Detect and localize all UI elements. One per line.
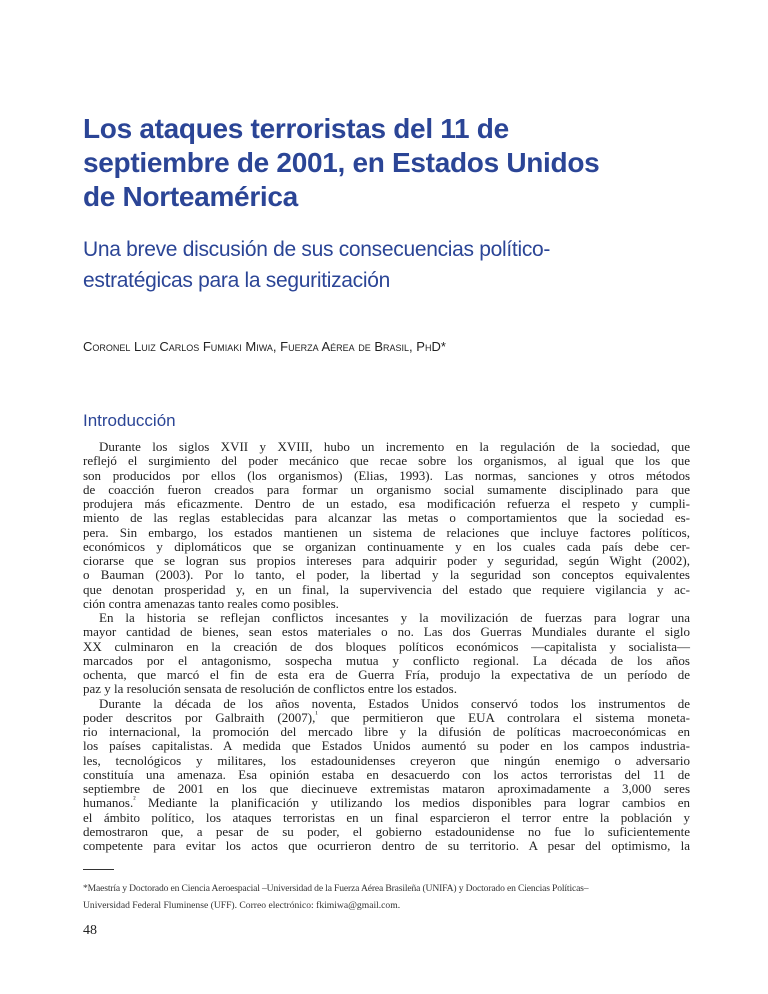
paragraph-line: produjera más eficazmente. Dentro de un …: [83, 496, 690, 511]
paragraph-line: los países capitalistas. A medida que Es…: [83, 738, 690, 754]
paragraph-line: les, tecnológicos y militares, los estad…: [83, 752, 690, 768]
paragraph-line: demostraron que, a pesar de su poder, el…: [83, 823, 690, 839]
footnote: *Maestría y Doctorado en Ciencia Aeroesp…: [83, 880, 690, 914]
paragraph-line: económicos y diplomáticos que se organiz…: [83, 538, 690, 554]
paragraph-line: de coacción fueron creados para formar u…: [83, 481, 690, 497]
paragraph-line: ción contra amenazas tanto reales como p…: [83, 595, 339, 611]
paragraph-line: septiembre de 2001 en los que diecinueve…: [83, 781, 690, 796]
paragraph-line: humanos.² Mediante la planificación y ut…: [83, 794, 690, 811]
subtitle-line: Una breve discusión de sus consecuencias…: [83, 238, 551, 261]
paragraph-line: XX culminaron en la creación de dos bloq…: [83, 638, 690, 654]
paragraph-line: poder descritos por Galbraith (2007),¹ q…: [83, 709, 690, 725]
paragraph-line: ciorarse que se logran sus propios inter…: [83, 553, 690, 568]
paragraph-line: ochenta, que marcó el fin de esta era de…: [83, 667, 690, 682]
paragraph-line: el ámbito político, los ataques terroris…: [83, 809, 690, 825]
paragraph-line: son producidos por ellos (los organismos…: [83, 467, 690, 483]
body-text: Durante los siglos XVII y XVIII, hubo un…: [83, 439, 690, 853]
page-number: 48: [83, 923, 97, 939]
article-subtitle: Una breve discusión de sus consecuencias…: [83, 234, 690, 296]
paragraph-line: reflejó el surgimiento del poder mecánic…: [83, 453, 690, 469]
paragraph-line: miento de las reglas establecidas para a…: [83, 510, 690, 526]
paragraph-line: rio internacional, la promoción del merc…: [83, 724, 690, 739]
title-line: Los ataques terroristas del 11 de: [83, 113, 509, 144]
article-title: Los ataques terroristas del 11 de septie…: [83, 112, 690, 214]
paragraph-line: paz y la resolución sensata de resolució…: [83, 681, 457, 697]
title-line: de Norteamérica: [83, 181, 298, 212]
paragraph-line: que denotan prosperidad y, en un final, …: [83, 581, 690, 597]
paragraph-line: marcados por el antagonismo, sospecha mu…: [83, 652, 690, 668]
paragraph-line: Durante la década de los años noventa, E…: [99, 695, 690, 711]
page-column: Los ataques terroristas del 11 de septie…: [83, 0, 690, 940]
paragraph-line: o Bauman (2003). Por lo tanto, el poder,…: [83, 567, 690, 583]
footnote-divider: [83, 869, 114, 871]
author-byline: Coronel Luiz Carlos Fumiaki Miwa, Fuerza…: [83, 339, 446, 354]
paragraph-line: competente para evitar los actos que ocu…: [83, 838, 690, 853]
paragraph-line: constituía una amenaza. Esa opinión esta…: [83, 766, 690, 782]
footnote-line: *Maestría y Doctorado en Ciencia Aeroesp…: [83, 883, 589, 895]
paragraph-line: pera. Sin embargo, los estados mantienen…: [83, 524, 690, 540]
title-line: septiembre de 2001, en Estados Unidos: [83, 147, 600, 178]
footnote-line: Universidad Federal Fluminense (UFF). Co…: [83, 900, 401, 912]
paragraph-line: Durante los siglos XVII y XVIII, hubo un…: [99, 439, 690, 454]
paragraph-line: mayor cantidad de bienes, sean estos mat…: [83, 624, 690, 640]
section-heading: Introducción: [83, 411, 176, 430]
paragraph-line: En la historia se reflejan conflictos in…: [99, 610, 690, 625]
subtitle-line: estratégicas para la seguritización: [83, 269, 391, 292]
